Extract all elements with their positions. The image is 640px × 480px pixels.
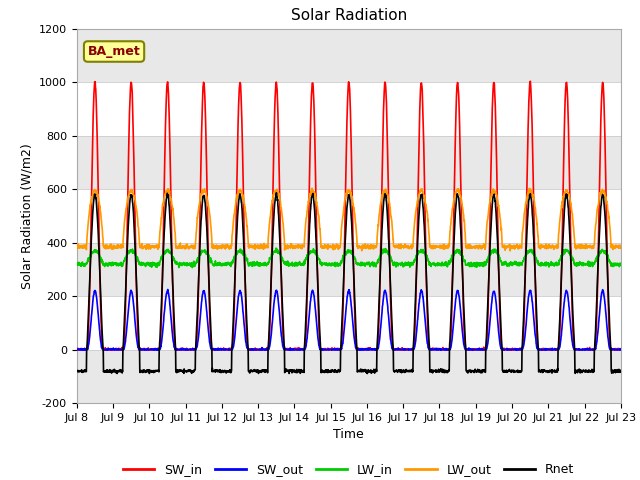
- SW_out: [73, 347, 81, 353]
- LW_out: [376, 202, 384, 207]
- Line: SW_in: SW_in: [77, 81, 621, 350]
- SW_in: [570, 334, 577, 340]
- SW_out: [376, 326, 384, 332]
- Line: Rnet: Rnet: [77, 193, 621, 373]
- Rnet: [73, 369, 81, 374]
- SW_in: [527, 78, 534, 84]
- LW_out: [584, 244, 592, 250]
- Rnet: [584, 368, 592, 373]
- Rnet: [225, 369, 232, 374]
- LW_out: [225, 245, 232, 251]
- Bar: [77, 29, 621, 82]
- SW_in: [507, 347, 515, 352]
- SW_out: [569, 342, 577, 348]
- Y-axis label: Solar Radiation (W/m2): Solar Radiation (W/m2): [20, 143, 33, 289]
- LW_out: [73, 243, 81, 249]
- Bar: [77, 136, 621, 189]
- LW_in: [584, 258, 592, 264]
- SW_in: [73, 347, 81, 352]
- Rnet: [617, 369, 625, 375]
- LW_out: [570, 222, 577, 228]
- LW_in: [225, 260, 232, 265]
- Rnet: [570, 318, 577, 324]
- LW_out: [308, 185, 316, 191]
- LW_in: [73, 261, 81, 267]
- LW_out: [506, 248, 514, 254]
- Title: Solar Radiation: Solar Radiation: [291, 9, 407, 24]
- SW_out: [617, 347, 625, 353]
- SW_out: [225, 347, 232, 353]
- SW_out: [507, 347, 515, 353]
- X-axis label: Time: Time: [333, 429, 364, 442]
- Line: SW_out: SW_out: [77, 289, 621, 350]
- SW_out: [164, 287, 172, 292]
- SW_in: [73, 347, 81, 353]
- Rnet: [377, 256, 385, 262]
- SW_out: [584, 347, 592, 353]
- Rnet: [508, 369, 515, 374]
- LW_out: [365, 242, 372, 248]
- Legend: SW_in, SW_out, LW_in, LW_out, Rnet: SW_in, SW_out, LW_in, LW_out, Rnet: [118, 458, 579, 480]
- SW_in: [365, 346, 372, 352]
- LW_in: [189, 264, 196, 270]
- LW_out: [508, 244, 515, 250]
- SW_in: [376, 259, 384, 264]
- LW_in: [365, 260, 372, 266]
- LW_in: [508, 261, 515, 267]
- LW_out: [617, 244, 625, 250]
- Rnet: [364, 371, 371, 376]
- SW_out: [365, 346, 372, 352]
- Bar: [77, 243, 621, 296]
- LW_in: [617, 261, 625, 267]
- Bar: [77, 350, 621, 403]
- Rnet: [273, 190, 280, 196]
- LW_in: [377, 251, 385, 257]
- SW_in: [617, 347, 625, 352]
- Text: BA_met: BA_met: [88, 45, 140, 58]
- SW_in: [584, 346, 592, 352]
- Line: LW_out: LW_out: [77, 188, 621, 251]
- Line: LW_in: LW_in: [77, 248, 621, 267]
- LW_in: [570, 258, 577, 264]
- LW_in: [272, 245, 280, 251]
- Rnet: [365, 367, 372, 373]
- SW_in: [225, 346, 232, 351]
